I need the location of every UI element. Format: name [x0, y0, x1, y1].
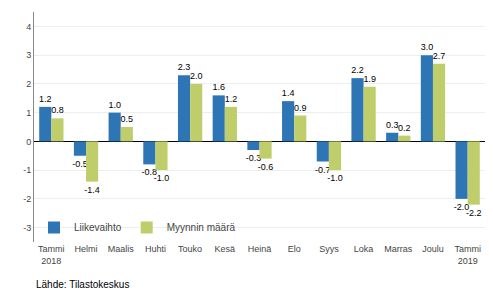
svg-text:1.4: 1.4	[282, 88, 295, 98]
svg-text:Joulu: Joulu	[422, 244, 444, 254]
svg-text:3: 3	[26, 50, 31, 60]
svg-text:Maalis: Maalis	[108, 244, 135, 254]
svg-text:-1: -1	[23, 165, 31, 175]
svg-text:0.2: 0.2	[398, 123, 411, 133]
svg-text:Helmi: Helmi	[75, 244, 98, 254]
svg-text:Syys: Syys	[319, 244, 339, 254]
svg-text:-0.5: -0.5	[72, 159, 88, 169]
svg-text:Heinä: Heinä	[248, 244, 272, 254]
svg-text:2.3: 2.3	[178, 62, 191, 72]
svg-text:Lähde: Tilastokeskus: Lähde: Tilastokeskus	[36, 279, 129, 290]
svg-text:2: 2	[26, 79, 31, 89]
svg-text:1.0: 1.0	[108, 100, 121, 110]
svg-text:-2: -2	[23, 194, 31, 204]
svg-text:Myynnin määrä: Myynnin määrä	[167, 222, 236, 233]
svg-text:0.8: 0.8	[51, 105, 64, 115]
svg-text:1.2: 1.2	[225, 94, 238, 104]
svg-text:Marras: Marras	[384, 244, 413, 254]
svg-text:4: 4	[26, 22, 31, 32]
svg-text:-1.4: -1.4	[84, 185, 100, 195]
svg-text:0.9: 0.9	[294, 103, 307, 113]
svg-text:0.3: 0.3	[386, 120, 399, 130]
svg-text:Elo: Elo	[288, 244, 301, 254]
svg-text:2.2: 2.2	[351, 65, 364, 75]
svg-text:Tammi2018: Tammi2018	[38, 244, 65, 266]
svg-text:1: 1	[26, 108, 31, 118]
svg-text:-3: -3	[23, 223, 31, 233]
svg-text:1.6: 1.6	[212, 82, 225, 92]
svg-text:2.7: 2.7	[433, 51, 446, 61]
svg-text:Tammi2019: Tammi2019	[454, 244, 481, 266]
svg-text:1.2: 1.2	[39, 94, 52, 104]
svg-text:Liikevaihto: Liikevaihto	[74, 222, 122, 233]
svg-text:-0.7: -0.7	[315, 165, 331, 175]
svg-text:-1.0: -1.0	[327, 173, 343, 183]
svg-text:-2.0: -2.0	[454, 202, 470, 212]
svg-text:0.5: 0.5	[121, 114, 134, 124]
svg-text:-0.6: -0.6	[258, 162, 274, 172]
svg-text:2.0: 2.0	[190, 71, 203, 81]
svg-text:1.9: 1.9	[363, 74, 376, 84]
svg-text:Huhti: Huhti	[145, 244, 166, 254]
svg-text:Touko: Touko	[178, 244, 202, 254]
svg-text:Kesä: Kesä	[215, 244, 236, 254]
svg-text:3.0: 3.0	[421, 42, 434, 52]
svg-text:0: 0	[26, 137, 31, 147]
svg-text:-2.2: -2.2	[466, 208, 482, 218]
svg-text:-0.3: -0.3	[246, 153, 262, 163]
svg-text:-1.0: -1.0	[154, 173, 170, 183]
svg-text:Loka: Loka	[354, 244, 374, 254]
svg-text:-0.8: -0.8	[142, 167, 158, 177]
